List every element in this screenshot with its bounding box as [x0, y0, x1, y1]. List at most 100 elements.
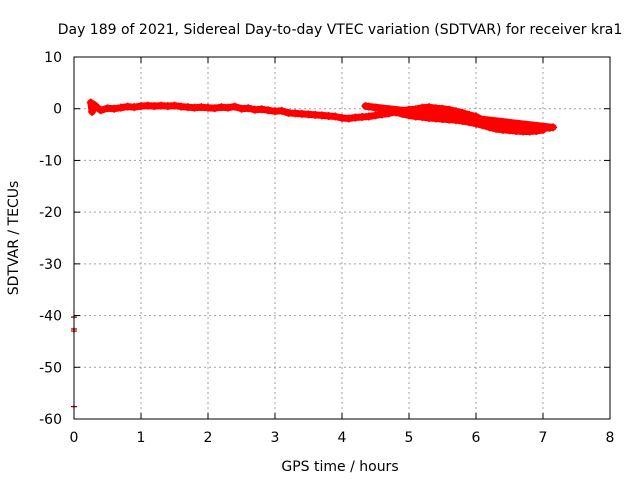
data-point: [271, 107, 279, 116]
x-tick-label: 7: [539, 430, 548, 446]
data-point: [378, 105, 387, 114]
data-point: [418, 103, 427, 112]
x-tick-label: 2: [204, 430, 213, 446]
data-point: [183, 103, 192, 112]
data-point: [284, 108, 293, 117]
data-point: [358, 112, 367, 121]
y-tick-label: 0: [53, 102, 62, 118]
y-tick-label: 10: [44, 50, 62, 66]
data-point: [130, 103, 139, 112]
data-point: [532, 126, 541, 135]
chart-title: Day 189 of 2021, Sidereal Day-to-day VTE…: [58, 22, 623, 38]
data-point: [485, 123, 494, 132]
data-point: [438, 115, 447, 124]
data-point: [224, 103, 233, 112]
data-point: [371, 111, 380, 120]
data-point: [88, 107, 97, 116]
data-point: [492, 124, 501, 133]
y-tick-label: -50: [39, 360, 62, 376]
data-point: [451, 116, 460, 125]
data-point: [177, 102, 186, 111]
data-point: [264, 106, 273, 115]
data-point: [472, 112, 480, 121]
x-tick-label: 0: [70, 430, 79, 446]
x-tick-label: 6: [472, 430, 481, 446]
x-tick-label: 8: [606, 430, 615, 446]
data-point: [324, 111, 333, 120]
data-point: [157, 101, 166, 110]
data-point: [465, 110, 474, 119]
data-point: [297, 109, 306, 118]
data-point: [458, 108, 467, 117]
data-point: [170, 101, 179, 110]
data-point: [344, 114, 353, 123]
data-point: [137, 102, 145, 111]
y-axis-label: SDTVAR / TECUs: [6, 181, 22, 296]
data-point: [257, 105, 266, 114]
data-point: [217, 103, 226, 112]
data-point: [250, 105, 259, 114]
data-point: [204, 103, 212, 112]
data-point: [425, 103, 434, 112]
x-tick-label: 1: [137, 430, 146, 446]
data-point: [364, 112, 373, 121]
data-point: [445, 115, 454, 124]
data-point: [498, 125, 507, 134]
data-point: [143, 101, 152, 110]
data-point: [190, 103, 199, 112]
data-point: [210, 104, 219, 113]
data-point: [438, 104, 447, 113]
data-point: [549, 123, 558, 132]
data-point: [237, 104, 246, 113]
y-tick-label: -30: [39, 257, 62, 273]
data-point: [472, 119, 480, 128]
data-point: [431, 104, 440, 113]
data-point: [110, 104, 119, 113]
data-point: [411, 105, 420, 114]
data-point: [311, 110, 320, 119]
data-point: [331, 112, 340, 121]
y-tick-label: -10: [39, 153, 62, 169]
data-point: [384, 106, 393, 115]
axis-ticks: 0 1 2 3 4 5 6 7 8 10 0 -10 -20 -30 -40 -50 -60: [39, 50, 614, 446]
data-point: [451, 107, 460, 116]
data-point: [458, 117, 467, 126]
data-point: [123, 102, 132, 111]
data-point: [230, 102, 239, 111]
data-point: [518, 127, 527, 136]
x-tick-label: 5: [405, 430, 414, 446]
plot-frame: [73, 56, 611, 420]
y-tick-label: -60: [39, 412, 62, 428]
data-point: [197, 103, 206, 112]
data-point: [317, 111, 326, 120]
data-point: [465, 118, 474, 127]
data-point: [150, 102, 159, 111]
data-point: [478, 121, 487, 130]
data-point: [398, 109, 407, 118]
data-point: [418, 112, 427, 121]
data-point: [512, 126, 521, 135]
data-point: [96, 106, 105, 115]
grid-lines: [74, 57, 610, 419]
data-point: [244, 104, 253, 113]
data-point: [539, 125, 547, 134]
y-tick-label: -40: [39, 309, 62, 325]
data-point: [391, 108, 400, 117]
data-point: [431, 114, 440, 123]
x-tick-label: 3: [271, 430, 280, 446]
x-tick-label: 4: [338, 430, 347, 446]
x-axis-label: GPS time / hours: [281, 459, 398, 475]
data-series: [71, 98, 558, 409]
data-point: [338, 114, 346, 123]
data-point: [103, 104, 112, 113]
data-point: [371, 103, 380, 112]
data-point: [116, 103, 125, 112]
data-point: [351, 113, 360, 122]
data-point: [304, 110, 313, 119]
data-point: [411, 112, 420, 121]
data-point: [364, 102, 373, 111]
data-point: [425, 114, 434, 123]
data-point: [291, 109, 300, 118]
y-tick-label: -20: [39, 205, 62, 221]
